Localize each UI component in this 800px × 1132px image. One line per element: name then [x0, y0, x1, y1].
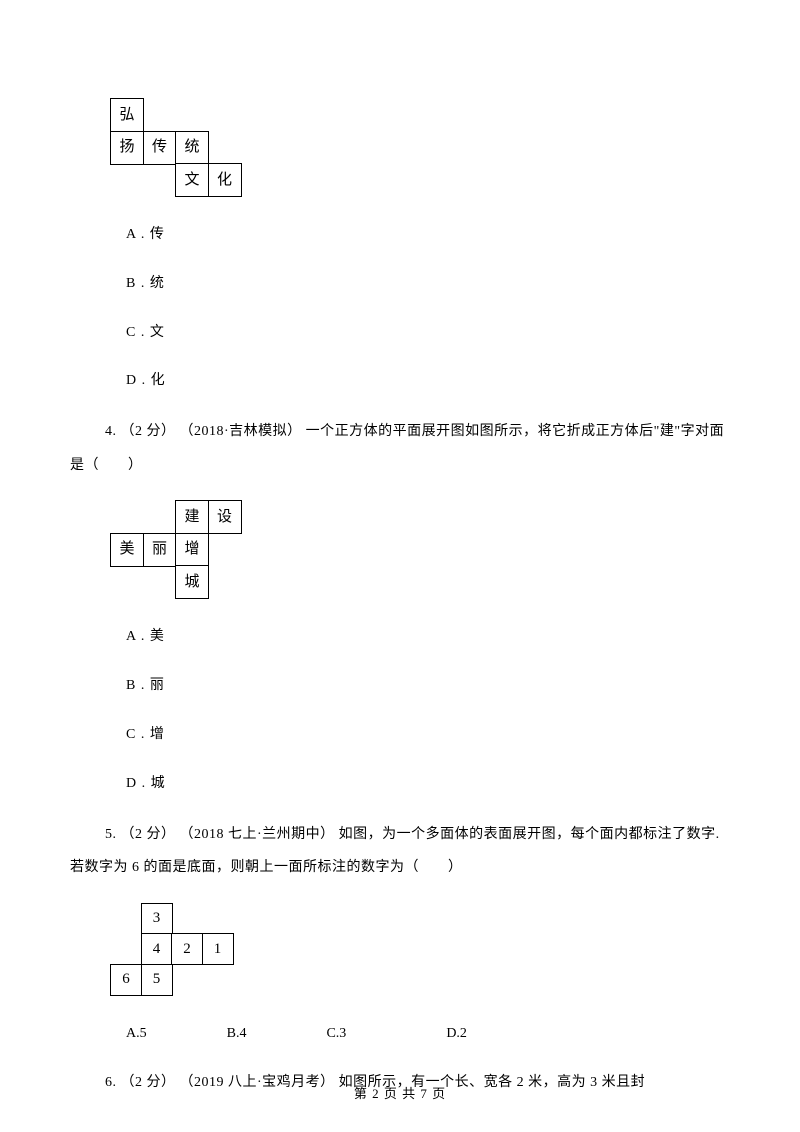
net-cell: 文: [175, 163, 209, 197]
net-cell: 弘: [110, 98, 144, 132]
net-cell: 设: [208, 500, 242, 534]
net-cell: 建: [175, 500, 209, 534]
net-cell: 美: [110, 533, 144, 567]
net-cell: 丽: [143, 533, 177, 567]
q4-prompt: 4. （2 分） （2018·吉林模拟） 一个正方体的平面展开图如图所示，将它折…: [70, 415, 730, 482]
option-b: B . 丽: [126, 671, 730, 702]
net-cell: 增: [175, 533, 209, 567]
cube-net-a: 弘扬传统文化: [110, 98, 248, 202]
q5-prompt: 5. （2 分） （2018 七上·兰州期中） 如图，为一个多面体的表面展开图，…: [70, 818, 730, 885]
net-cell: 城: [175, 565, 209, 599]
q5-figure: 3421 65: [110, 903, 730, 1001]
q5-options-block: A.5 B.4 C.3 D.2: [126, 1019, 730, 1050]
net-cell: 扬: [110, 131, 144, 165]
net-cell: 1: [202, 933, 234, 965]
option-a: A . 传: [126, 220, 730, 251]
cube-net-c: 3421 65: [110, 903, 240, 1001]
net-cell: 统: [175, 131, 209, 165]
option-c: C.3: [326, 1019, 346, 1050]
q4-figure: 建设美丽增城: [110, 500, 730, 604]
page-content: 弘扬传统文化 A . 传 B . 统 C . 文 D . 化 4. （2 分） （20…: [70, 98, 730, 1099]
q3-options-block: A . 传 B . 统 C . 文 D . 化: [70, 220, 730, 397]
option-b: B . 统: [126, 269, 730, 300]
net-cell: 3: [141, 903, 173, 935]
option-d: D.2: [446, 1019, 467, 1050]
net-cell: 5: [141, 964, 173, 996]
net-cell: 6: [110, 964, 142, 996]
cube-net-b: 建设美丽增城: [110, 500, 248, 604]
q3-figure: 弘扬传统文化: [110, 98, 730, 202]
option-d: D . 城: [126, 769, 730, 800]
page-footer: 第 2 页 共 7 页: [0, 1083, 800, 1102]
q4-options-block: A . 美 B . 丽 C . 增 D . 城: [70, 622, 730, 799]
option-c: C . 增: [126, 720, 730, 751]
net-cell: 4: [141, 933, 173, 965]
option-a: A.5: [126, 1019, 147, 1050]
net-cell: 2: [171, 933, 203, 965]
option-a: A . 美: [126, 622, 730, 653]
net-cell: 传: [143, 131, 177, 165]
net-cell: 化: [208, 163, 242, 197]
option-c: C . 文: [126, 318, 730, 349]
option-d: D . 化: [126, 366, 730, 397]
option-b: B.4: [227, 1019, 247, 1050]
